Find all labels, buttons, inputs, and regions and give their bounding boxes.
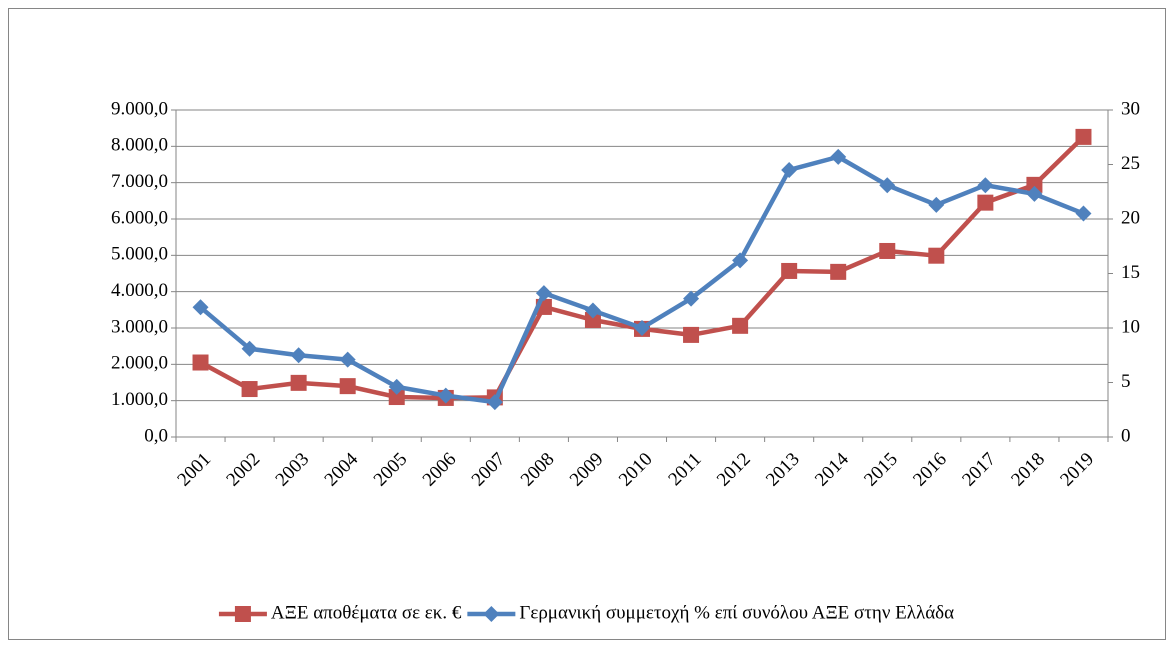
marker <box>483 606 500 622</box>
marker <box>192 354 209 371</box>
marker <box>977 194 994 211</box>
marker <box>290 374 307 391</box>
marker <box>584 312 601 329</box>
y2-tick-label: 30 <box>1121 98 1140 119</box>
marker <box>192 299 209 316</box>
marker <box>437 387 454 404</box>
marker <box>732 252 749 269</box>
marker <box>781 262 798 279</box>
marker <box>732 317 749 334</box>
marker <box>830 148 847 165</box>
marker <box>683 290 700 307</box>
marker <box>234 606 251 622</box>
y-tick-label: 4.000,0 <box>111 280 168 301</box>
legend-label: Γερμανική συμμετοχή % επί συνόλου ΑΞΕ στ… <box>519 602 954 623</box>
marker <box>1075 128 1092 145</box>
y-tick-label: 8.000,0 <box>111 135 168 156</box>
y2-tick-label: 25 <box>1121 153 1140 174</box>
marker <box>1075 205 1092 222</box>
marker <box>290 347 307 364</box>
marker <box>830 263 847 280</box>
y2-tick-label: 5 <box>1121 371 1131 392</box>
y-tick-label: 7.000,0 <box>111 171 168 192</box>
marker <box>1026 176 1043 193</box>
legend: ΑΞΕ αποθέματα σε εκ. € Γερμανική συμμετοχ… <box>218 602 954 623</box>
marker <box>928 247 945 264</box>
marker <box>1026 185 1043 202</box>
marker <box>928 196 945 213</box>
y2-tick-label: 0 <box>1121 425 1131 446</box>
marker <box>486 394 503 411</box>
marker <box>339 351 356 368</box>
marker <box>879 242 896 259</box>
marker <box>241 381 258 398</box>
marker <box>388 389 405 406</box>
y-tick-label: 3.000,0 <box>111 316 168 337</box>
marker <box>584 302 601 319</box>
marker <box>977 177 994 194</box>
marker <box>535 285 552 302</box>
marker <box>879 177 896 194</box>
marker <box>241 340 258 357</box>
marker <box>634 320 650 336</box>
y2-tick-label: 15 <box>1121 262 1140 283</box>
marker <box>388 378 405 395</box>
marker <box>683 326 700 343</box>
y-tick-label: 2.000,0 <box>111 353 168 374</box>
legend-label: ΑΞΕ αποθέματα σε εκ. € <box>271 602 462 623</box>
y-tick-label: 6.000,0 <box>111 207 168 228</box>
marker <box>781 161 798 178</box>
y-tick-label: 0,0 <box>144 425 168 446</box>
y-tick-label: 1.000,0 <box>111 389 168 410</box>
y-tick-label: 9.000,0 <box>111 98 168 119</box>
y2-tick-label: 10 <box>1121 316 1140 337</box>
marker <box>339 378 356 395</box>
y2-tick-label: 20 <box>1121 207 1140 228</box>
y-tick-label: 5.000,0 <box>111 244 168 265</box>
